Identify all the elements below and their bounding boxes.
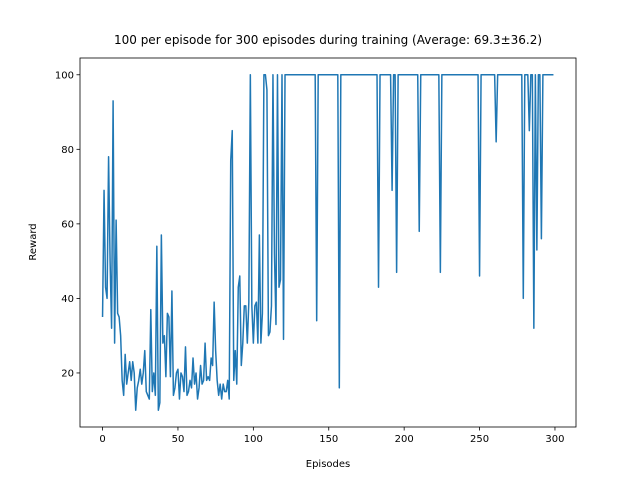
- x-axis-label: Episodes: [306, 459, 350, 470]
- y-tick-label: 60: [61, 219, 74, 230]
- axes-frame: [79, 57, 577, 428]
- chart-title: 100 per episode for 300 episodes during …: [114, 33, 542, 47]
- x-tick-label: 300: [545, 434, 564, 445]
- y-tick-label: 100: [55, 70, 74, 81]
- y-tick-label: 20: [61, 368, 74, 379]
- x-tick-label: 200: [395, 434, 414, 445]
- plot-area: [101, 74, 554, 411]
- x-tick-label: 250: [470, 434, 489, 445]
- y-axis-label: Reward: [28, 223, 39, 260]
- x-tick-label: 150: [319, 434, 338, 445]
- x-tick-label: 50: [172, 434, 185, 445]
- x-tick-label: 100: [244, 434, 263, 445]
- data-line: [101, 74, 554, 411]
- y-tick-label: 40: [61, 294, 74, 305]
- x-tick-label: 0: [99, 434, 105, 445]
- y-tick-label: 80: [61, 145, 74, 156]
